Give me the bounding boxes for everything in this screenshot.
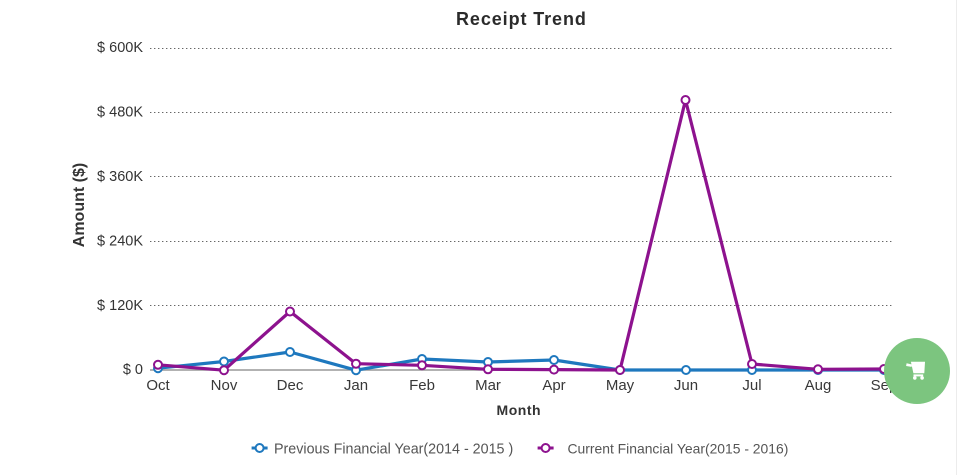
svg-text:$ 240K: $ 240K [97,233,143,249]
svg-text:Month: Month [497,402,541,418]
svg-text:$ 120K: $ 120K [97,298,143,314]
svg-text:Jun: Jun [674,377,698,394]
svg-text:$ 360K: $ 360K [97,169,143,185]
svg-text:$ 600K: $ 600K [97,40,143,56]
svg-text:Oct: Oct [146,377,170,394]
svg-text:Jul: Jul [742,377,761,394]
svg-text:May: May [606,377,635,394]
svg-text:Previous Financial Year(2014 -: Previous Financial Year(2014 - 2015 ) [274,442,513,458]
svg-text:$ 0: $ 0 [123,362,143,378]
svg-text:Jan: Jan [344,377,368,394]
svg-text:Mar: Mar [475,377,501,394]
svg-text:Aug: Aug [805,377,832,394]
svg-text:Dec: Dec [277,377,304,394]
svg-text:Amount ($): Amount ($) [71,163,88,247]
svg-text:Receipt Trend: Receipt Trend [456,9,587,29]
svg-text:$ 480K: $ 480K [97,105,143,121]
svg-text:Apr: Apr [542,377,565,394]
svg-text:Current Financial Year(2015 -: Current Financial Year(2015 - 2016) [568,441,789,457]
svg-text:Nov: Nov [211,377,238,394]
svg-text:Feb: Feb [409,377,435,394]
